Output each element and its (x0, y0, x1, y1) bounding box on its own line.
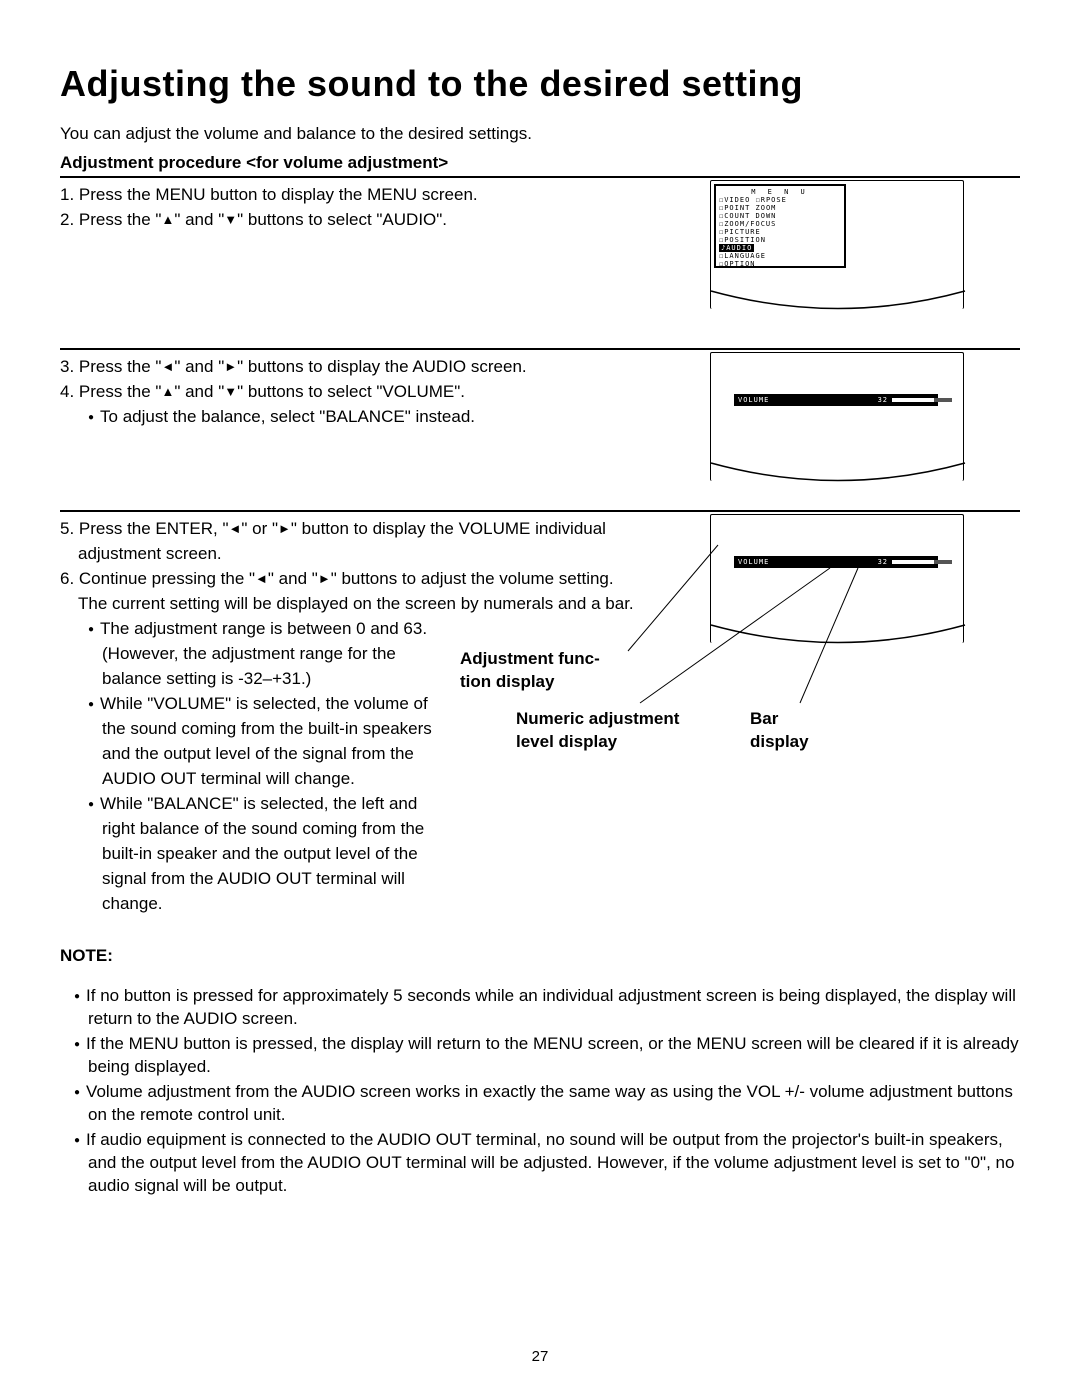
left-icon: ◄ (255, 571, 268, 586)
seg3-bullet-1: The adjustment range is between 0 and 63… (60, 618, 460, 641)
down-icon: ▼ (224, 212, 237, 227)
tv-curve (710, 624, 966, 664)
step-3: 3. Press the "◄" and "►" buttons to disp… (60, 356, 600, 379)
seg3-bullet-3: While "BALANCE" is selected, the left an… (60, 793, 460, 816)
right-icon: ► (224, 359, 237, 374)
tv-curve (710, 462, 966, 502)
step-2: 2. Press the "▲" and "▼" buttons to sele… (60, 209, 600, 232)
segment-3: 5. Press the ENTER, "◄" or "►" button to… (60, 518, 1020, 917)
osd-menu-box: M E N U ☐VIDEO ☐RPOSE ☐POINT ZOOM ☐COUNT… (714, 184, 846, 268)
note-2: If the MENU button is pressed, the displ… (60, 1033, 1020, 1079)
step-1: 1. Press the MENU button to display the … (60, 184, 600, 207)
segment-2-text: 3. Press the "◄" and "►" buttons to disp… (60, 356, 600, 429)
up-icon: ▲ (161, 212, 174, 227)
osd-volume-strip: VOLUME 32 (734, 556, 938, 568)
step-4: 4. Press the "▲" and "▼" buttons to sele… (60, 381, 600, 404)
up-icon: ▲ (161, 384, 174, 399)
left-icon: ◄ (161, 359, 174, 374)
intro-text: You can adjust the volume and balance to… (60, 123, 1020, 146)
seg3-bullet-2: While "VOLUME" is selected, the volume o… (60, 693, 460, 716)
down-icon: ▼ (224, 384, 237, 399)
procedure-subhead: Adjustment procedure <for volume adjustm… (60, 152, 1020, 175)
note-4: If audio equipment is connected to the A… (60, 1129, 1020, 1198)
volume-bar-icon (892, 560, 934, 564)
right-icon: ► (278, 521, 291, 536)
page: Adjusting the sound to the desired setti… (0, 0, 1080, 1198)
note-1: If no button is pressed for approximatel… (60, 985, 1020, 1031)
divider (60, 348, 1020, 350)
page-number: 27 (0, 1347, 1080, 1367)
segment-1: 1. Press the MENU button to display the … (60, 184, 1020, 334)
note-3: Volume adjustment from the AUDIO screen … (60, 1081, 1020, 1127)
figure-audio-screen: VOLUME 32 (710, 352, 970, 502)
divider (60, 176, 1020, 178)
segment-2: 3. Press the "◄" and "►" buttons to disp… (60, 356, 1020, 496)
left-icon: ◄ (229, 521, 242, 536)
osd-volume-strip: VOLUME 32 (734, 394, 938, 406)
segment-1-text: 1. Press the MENU button to display the … (60, 184, 600, 232)
figure-volume-screen: VOLUME 32 (710, 514, 970, 664)
step-4-bullet: To adjust the balance, select "BALANCE" … (60, 406, 600, 429)
tv-curve (710, 290, 966, 330)
volume-bar-icon (892, 398, 934, 402)
right-icon: ► (318, 571, 331, 586)
divider (60, 510, 1020, 512)
page-title: Adjusting the sound to the desired setti… (60, 60, 1020, 109)
segment-3-text: 5. Press the ENTER, "◄" or "►" button to… (60, 518, 660, 917)
figure-menu-screen: M E N U ☐VIDEO ☐RPOSE ☐POINT ZOOM ☐COUNT… (710, 180, 970, 330)
callout-area: Adjustment func-tion display Numeric adj… (460, 618, 660, 917)
note-heading: NOTE: (60, 945, 1020, 968)
